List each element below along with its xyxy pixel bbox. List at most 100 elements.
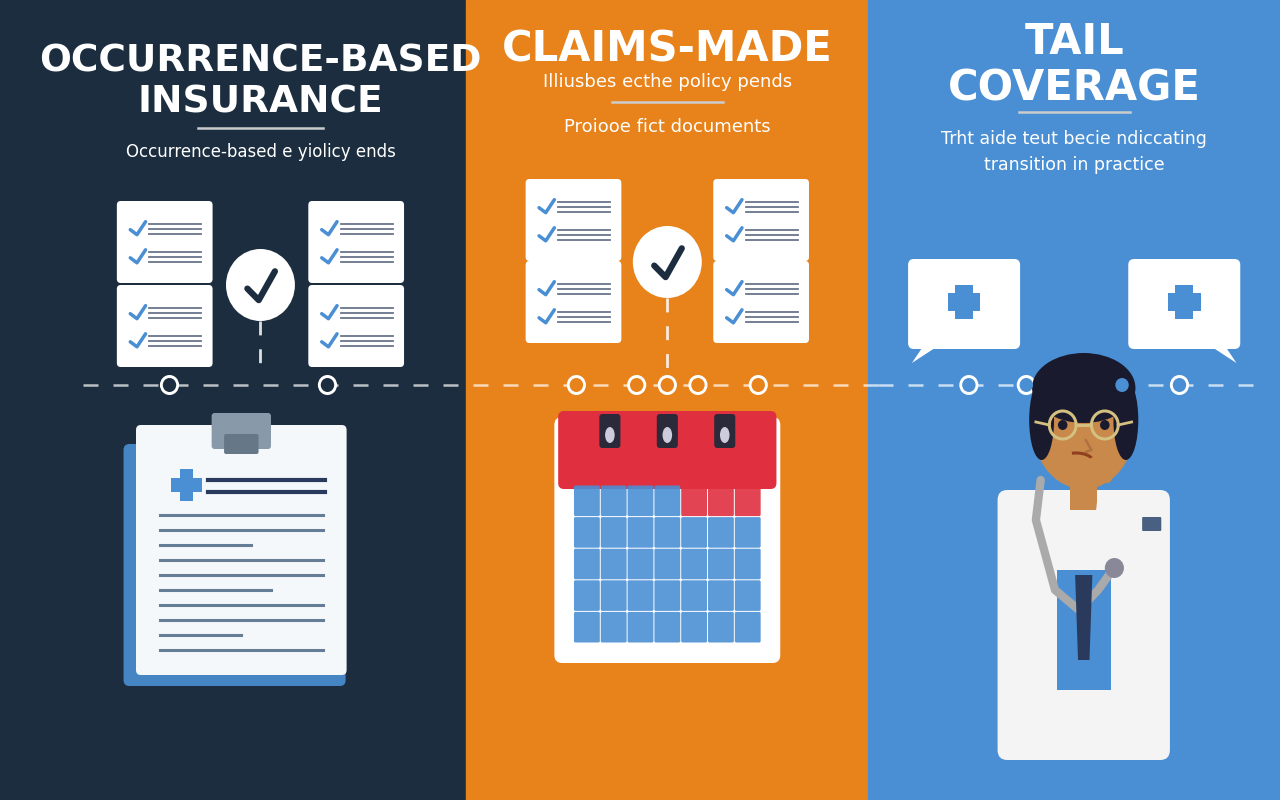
Bar [564,425,771,483]
FancyBboxPatch shape [735,612,760,642]
Circle shape [1112,375,1132,395]
Circle shape [317,375,337,395]
Circle shape [632,226,701,298]
Bar [1175,285,1193,319]
FancyBboxPatch shape [600,580,627,611]
FancyBboxPatch shape [908,259,1020,349]
Circle shape [1105,558,1124,578]
Circle shape [1115,378,1129,392]
FancyBboxPatch shape [681,486,707,516]
FancyBboxPatch shape [657,414,678,448]
Polygon shape [1206,343,1236,363]
FancyBboxPatch shape [714,414,735,448]
Ellipse shape [1032,353,1135,423]
Text: TAIL
COVERAGE: TAIL COVERAGE [947,21,1201,110]
Ellipse shape [605,427,614,443]
Text: Trht aide teut becie ndiccating
transition in practice: Trht aide teut becie ndiccating transiti… [941,130,1207,174]
FancyBboxPatch shape [136,425,347,675]
FancyBboxPatch shape [573,486,600,516]
FancyBboxPatch shape [308,285,404,367]
Ellipse shape [1084,455,1117,481]
FancyBboxPatch shape [1142,517,1161,531]
FancyBboxPatch shape [654,486,680,516]
FancyBboxPatch shape [600,549,627,579]
Circle shape [1016,375,1036,395]
FancyBboxPatch shape [627,517,653,548]
FancyBboxPatch shape [558,411,777,489]
FancyBboxPatch shape [627,549,653,579]
FancyBboxPatch shape [308,201,404,283]
FancyBboxPatch shape [735,517,760,548]
Polygon shape [911,343,942,363]
FancyBboxPatch shape [654,580,680,611]
Ellipse shape [1103,469,1112,483]
FancyBboxPatch shape [573,612,600,642]
FancyBboxPatch shape [224,434,259,454]
Circle shape [627,375,646,395]
Bar [1057,570,1111,690]
Bar [1167,293,1201,311]
FancyBboxPatch shape [997,490,1170,760]
Ellipse shape [1093,469,1103,483]
Circle shape [163,378,177,392]
Circle shape [1057,420,1068,430]
FancyBboxPatch shape [600,517,627,548]
Bar [180,469,193,501]
Circle shape [630,378,644,392]
Circle shape [959,375,978,395]
FancyBboxPatch shape [708,486,733,516]
Circle shape [689,375,708,395]
Bar [55,0,466,800]
FancyBboxPatch shape [573,517,600,548]
FancyBboxPatch shape [735,580,760,611]
Circle shape [691,378,705,392]
FancyBboxPatch shape [654,549,680,579]
Circle shape [963,378,975,392]
FancyBboxPatch shape [627,486,653,516]
Polygon shape [1093,492,1161,535]
FancyBboxPatch shape [554,417,781,663]
Bar [955,285,973,319]
Bar [1070,478,1097,510]
FancyBboxPatch shape [124,444,346,686]
FancyBboxPatch shape [681,612,707,642]
FancyBboxPatch shape [526,261,621,343]
Circle shape [658,375,677,395]
FancyBboxPatch shape [681,580,707,611]
Circle shape [1020,378,1033,392]
Text: Illiusbes ecthe policy pends: Illiusbes ecthe policy pends [543,73,792,91]
FancyBboxPatch shape [627,612,653,642]
Text: CLAIMS-MADE: CLAIMS-MADE [502,29,833,71]
Circle shape [570,378,584,392]
Text: Occurrence-based e yiolicy ends: Occurrence-based e yiolicy ends [125,143,396,161]
Ellipse shape [1084,469,1093,483]
FancyBboxPatch shape [116,285,212,367]
FancyBboxPatch shape [654,517,680,548]
Text: Proiooe fict documents: Proiooe fict documents [564,118,771,136]
Ellipse shape [663,427,672,443]
FancyBboxPatch shape [735,486,760,516]
Circle shape [751,378,765,392]
Text: OCCURRENCE-BASED
INSURANCE: OCCURRENCE-BASED INSURANCE [40,44,481,120]
Ellipse shape [1033,371,1134,489]
Ellipse shape [719,427,730,443]
Circle shape [321,378,334,392]
FancyBboxPatch shape [573,549,600,579]
FancyBboxPatch shape [573,580,600,611]
Circle shape [1170,375,1189,395]
FancyBboxPatch shape [713,179,809,261]
FancyBboxPatch shape [681,517,707,548]
FancyBboxPatch shape [600,486,627,516]
FancyBboxPatch shape [116,201,212,283]
FancyBboxPatch shape [708,549,733,579]
Ellipse shape [1029,380,1053,460]
Polygon shape [1075,575,1092,660]
FancyBboxPatch shape [627,580,653,611]
FancyBboxPatch shape [713,261,809,343]
Ellipse shape [1114,380,1138,460]
Bar [868,0,1280,800]
Circle shape [567,375,586,395]
Bar [172,478,202,492]
FancyBboxPatch shape [681,549,707,579]
Circle shape [227,249,294,321]
